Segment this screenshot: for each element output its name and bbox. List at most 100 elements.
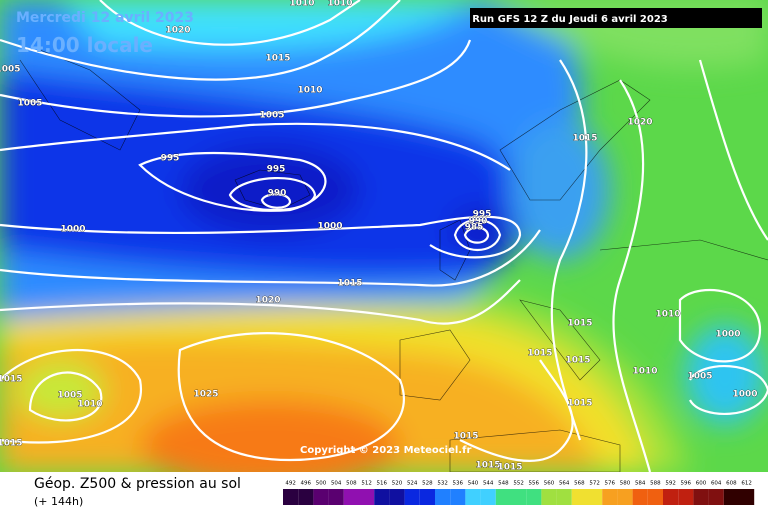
legend-swatch [526, 489, 542, 505]
legend-label: 596 [681, 481, 692, 487]
legend-label: 500 [316, 481, 327, 487]
legend-swatch [587, 489, 603, 505]
legend-label: 520 [392, 481, 403, 487]
legend-label: 604 [711, 481, 722, 487]
legend-label: 544 [483, 481, 494, 487]
isobar-label: 1005 [687, 372, 712, 382]
legend-label: 524 [407, 481, 418, 487]
legend-label: 508 [346, 481, 357, 487]
legend-swatch [389, 489, 405, 505]
legend-swatch [480, 489, 496, 505]
isobar-label: 1000 [715, 330, 740, 340]
legend-swatch [632, 489, 648, 505]
legend-swatch [617, 489, 633, 505]
footer-title: Géop. Z500 & pression au sol [34, 476, 241, 492]
legend-swatch [602, 489, 618, 505]
legend-label: 600 [696, 481, 707, 487]
legend-label: 512 [361, 481, 372, 487]
legend-swatch [343, 489, 359, 505]
legend-label: 556 [529, 481, 540, 487]
legend-swatch [404, 489, 420, 505]
legend-label: 492 [285, 481, 296, 487]
legend-swatch [283, 489, 299, 505]
isobar-label: 995 [161, 154, 180, 164]
legend-label: 592 [665, 481, 676, 487]
isobar-label: 1015 [475, 461, 500, 471]
isobar-label: 1005 [259, 111, 284, 121]
coastlines [19, 49, 768, 472]
isobar-label: 1015 [572, 134, 597, 144]
isobar-label: 1010 [327, 0, 352, 9]
legend-label: 540 [468, 481, 479, 487]
isobar-label: 1015 [567, 319, 592, 329]
run-info: Run GFS 12 Z du Jeudi 6 avril 2023 [472, 14, 668, 25]
legend-swatch [556, 489, 572, 505]
legend-label: 548 [498, 481, 509, 487]
isobar-label: 1025 [193, 390, 218, 400]
isobar-label: 995 [473, 210, 492, 220]
legend-swatch [693, 489, 709, 505]
legend-label: 612 [741, 481, 752, 487]
legend-swatch [739, 489, 755, 505]
isobar-label: 1000 [60, 225, 85, 235]
legend-swatch [450, 489, 466, 505]
isobar-label: 1015 [527, 349, 552, 359]
field: 1020101510101005100510059959959901000100… [0, 0, 768, 473]
isobar-label: 1010 [655, 310, 680, 320]
legend-swatch [541, 489, 557, 505]
legend-swatch [465, 489, 481, 505]
isobar-label: 1015 [565, 356, 590, 366]
legend-label: 580 [620, 481, 631, 487]
legend-label: 552 [513, 481, 524, 487]
legend-swatch [663, 489, 679, 505]
color-legend: 492 496 500 504 508 512 516 520 524 528 532 536 540 5… [283, 481, 755, 505]
isobar-label: 990 [469, 217, 488, 227]
isobar-label: 1020 [255, 296, 280, 306]
legend-label: 496 [301, 481, 312, 487]
isobar-label: 1015 [0, 375, 23, 385]
footer-lead: (+ 144h) [34, 495, 83, 508]
legend-label: 608 [726, 481, 737, 487]
forecast-date: Mercredi 12 avril 2023 [16, 10, 194, 26]
legend-label: 572 [589, 481, 600, 487]
isobar-label: 1010 [632, 367, 657, 377]
isobar-label: 985 [465, 223, 484, 233]
isobar-label: 1010 [289, 0, 314, 9]
legend-swatch [328, 489, 344, 505]
legend-swatch [511, 489, 527, 505]
isobar-label: 1005 [57, 391, 82, 401]
isobar-label: 1010 [297, 86, 322, 96]
legend-swatch [495, 489, 511, 505]
isobar-label: 1015 [0, 439, 23, 449]
isobar-label: 1015 [337, 279, 362, 289]
forecast-time: 14:00 locale [16, 33, 153, 57]
legend-swatch [678, 489, 694, 505]
legend-swatch [359, 489, 375, 505]
isobar-label: 1005 [17, 99, 42, 109]
isobar-label: 1015 [567, 399, 592, 409]
legend-swatch [298, 489, 314, 505]
isobar-label: 1005 [0, 65, 21, 75]
isobar-labels: 1020101510101005100510059959959901000100… [0, 0, 758, 473]
legend-label: 576 [605, 481, 616, 487]
legend-label: 564 [559, 481, 570, 487]
isobar-label: 1020 [627, 118, 652, 128]
isobar-label: 1015 [265, 54, 290, 64]
isobar-label: 990 [268, 189, 287, 199]
legend-label: 568 [574, 481, 585, 487]
legend-swatch [374, 489, 390, 505]
legend-label: 504 [331, 481, 342, 487]
copyright: Copyright © 2023 Meteociel.fr [300, 445, 471, 456]
legend-label: 588 [650, 481, 661, 487]
legend-label: 584 [635, 481, 646, 487]
legend-label: 528 [422, 481, 433, 487]
legend-label: 560 [544, 481, 555, 487]
legend-swatch [313, 489, 329, 505]
legend-swatch [435, 489, 451, 505]
isobars [0, 0, 768, 472]
legend-label: 536 [453, 481, 464, 487]
legend-swatch [708, 489, 724, 505]
legend-swatch [571, 489, 587, 505]
isobar-label: 1015 [497, 463, 522, 473]
